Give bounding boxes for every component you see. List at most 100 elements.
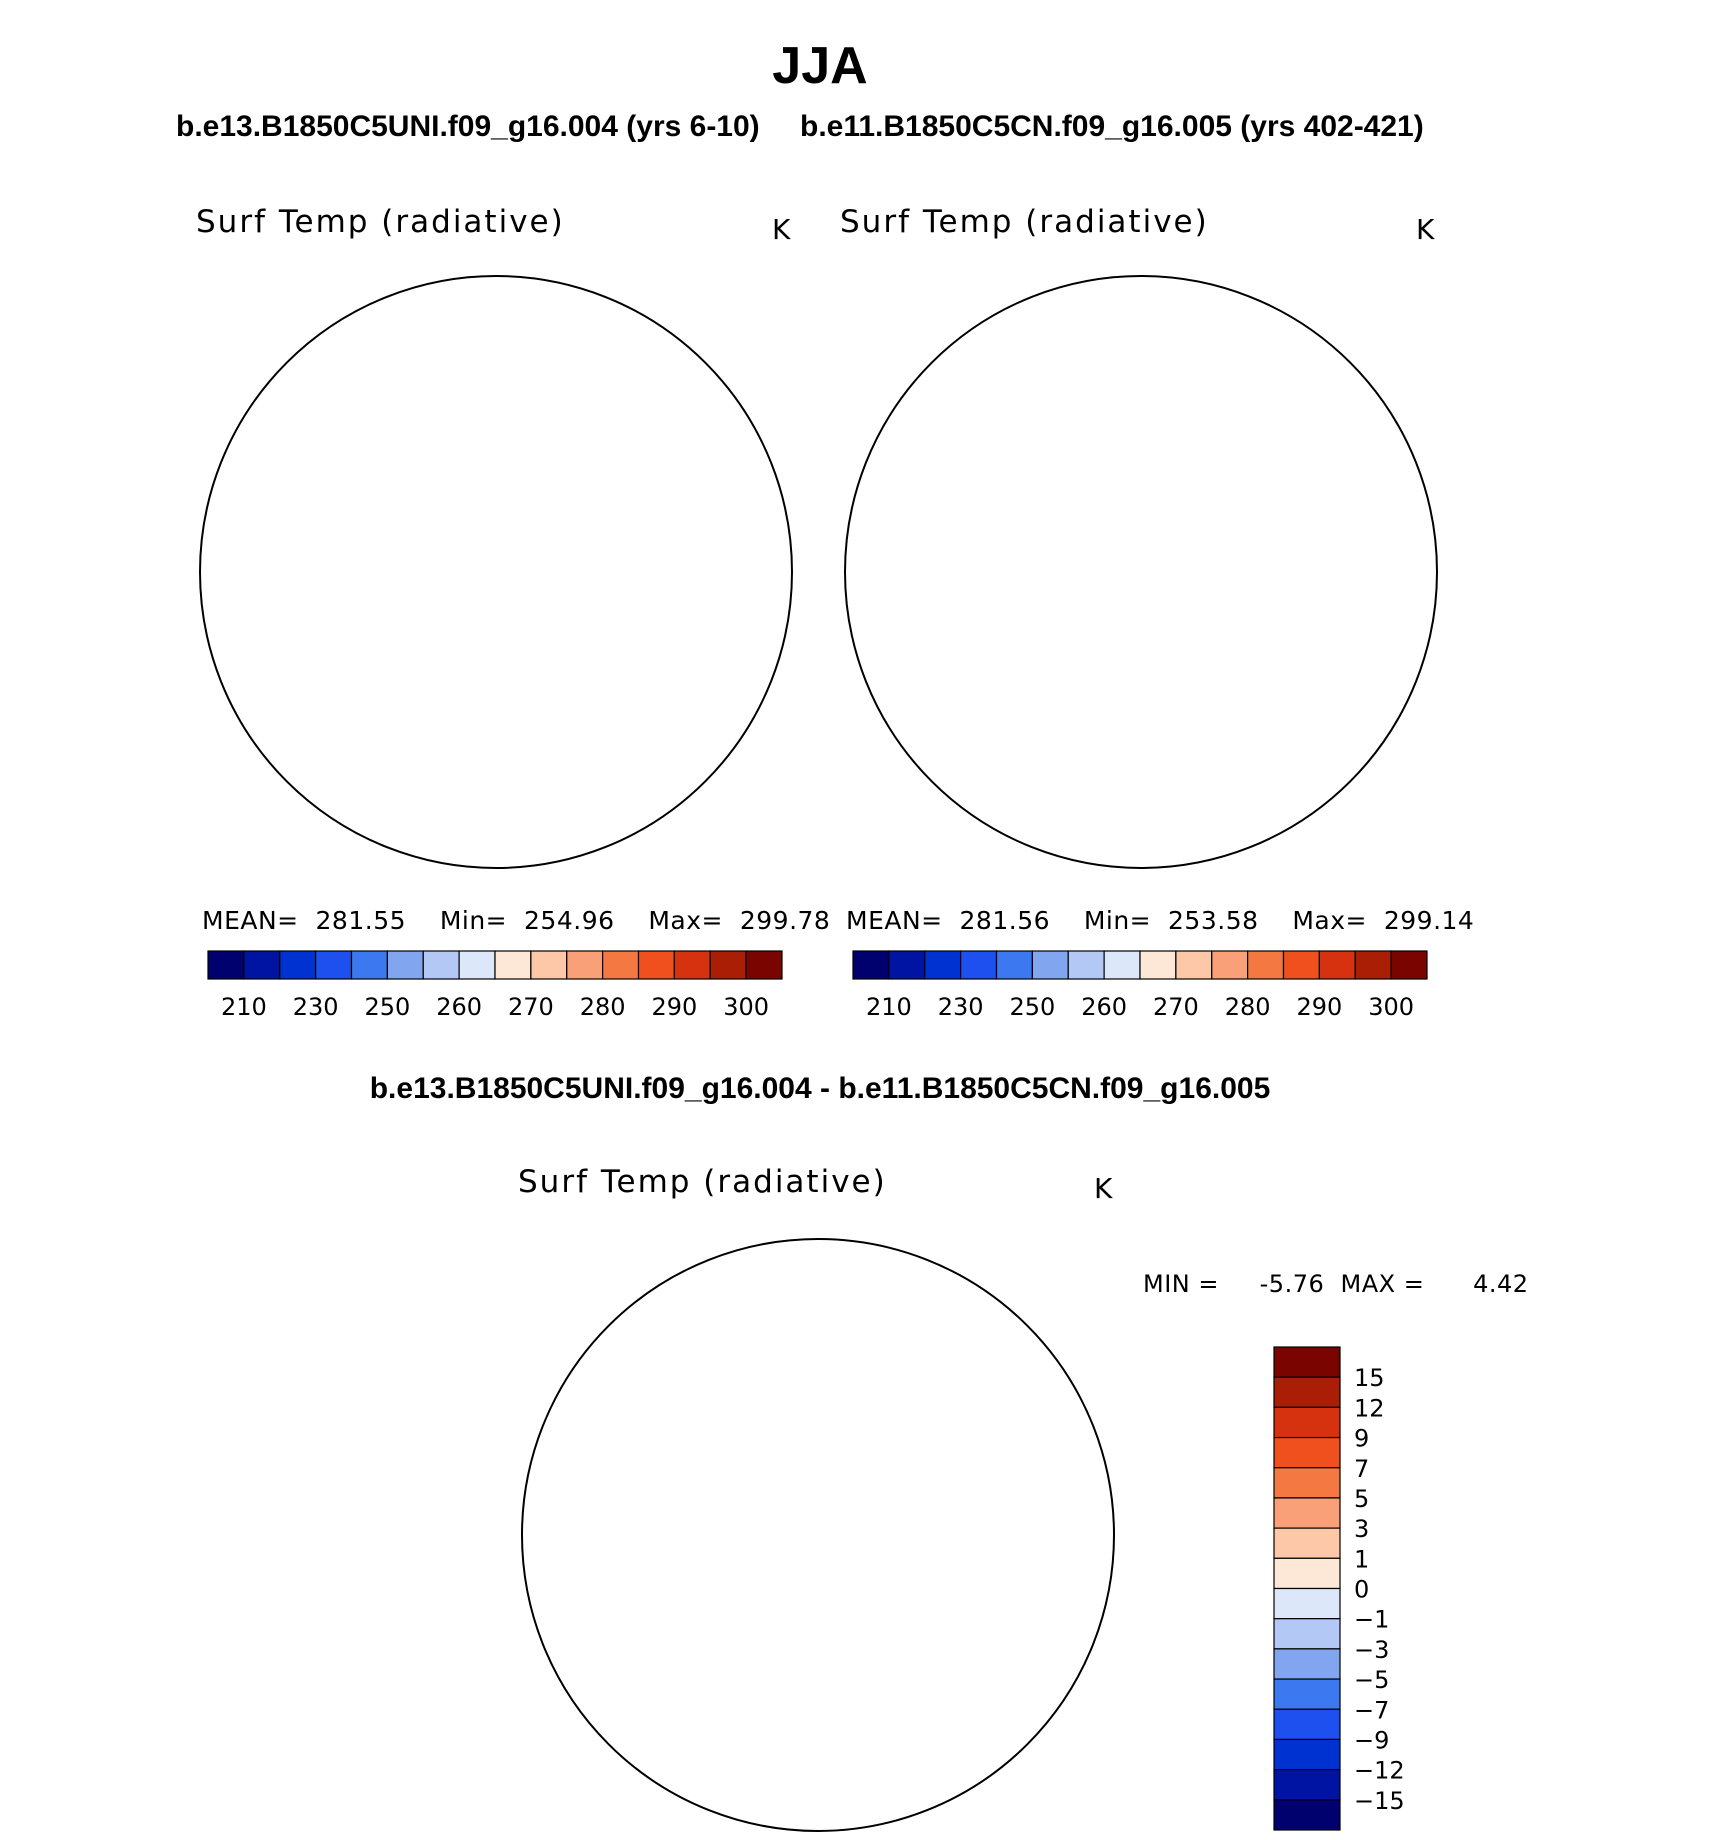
diff-min-label: MIN = bbox=[1143, 1270, 1219, 1298]
coastline-greenland bbox=[719, 1550, 836, 1676]
diff-variable: Surf Temp (radiative) bbox=[518, 1164, 887, 1200]
coastline-archipelago bbox=[971, 462, 1063, 540]
colorbar-box bbox=[852, 950, 890, 980]
coastline-siberia bbox=[1021, 276, 1391, 428]
colorbar-box bbox=[1318, 950, 1356, 980]
panel-a-variable: Surf Temp (radiative) bbox=[196, 204, 565, 240]
coastline-europe bbox=[696, 848, 763, 870]
colorbar-tick-label: −12 bbox=[1354, 1757, 1405, 1785]
polar-warm-band bbox=[966, 407, 1296, 717]
colorbar-a: 210 230 250 260 270 280 290 300 bbox=[207, 950, 783, 1021]
diff-max: 4.42 bbox=[1473, 1270, 1529, 1298]
colorbar-tick-label: −3 bbox=[1354, 1636, 1389, 1664]
coastline-greenland bbox=[1042, 587, 1159, 713]
panel-a-max-label: Max= bbox=[648, 906, 723, 935]
greenland-core-fill bbox=[425, 617, 476, 688]
diff-minmax: MIN = -5.76 MAX = 4.42 bbox=[1143, 1270, 1529, 1298]
diff-cool-scandinavia bbox=[877, 1663, 990, 1785]
panel-b-mean: 281.56 bbox=[959, 906, 1051, 935]
colorbar-box bbox=[1273, 1708, 1341, 1741]
colorbar-box bbox=[494, 950, 532, 980]
polar-warm-band bbox=[321, 407, 651, 717]
colorbar-box bbox=[637, 950, 675, 980]
colorbar-tick-label: 15 bbox=[1354, 1364, 1385, 1392]
diff-min: -5.76 bbox=[1259, 1270, 1325, 1298]
colorbar-box bbox=[1390, 950, 1428, 980]
coastline-canada bbox=[841, 488, 1061, 693]
colorbar-tick-label: −7 bbox=[1354, 1696, 1389, 1724]
map-border bbox=[844, 275, 1438, 869]
colorbar-tick-label: −5 bbox=[1354, 1666, 1389, 1694]
coastline-alaska bbox=[851, 397, 953, 459]
colorbar-box bbox=[888, 950, 926, 980]
colorbar-tick-label: 260 bbox=[1081, 993, 1127, 1021]
colorbar-tick-label: 250 bbox=[364, 993, 410, 1021]
colorbar-tick-label: 270 bbox=[508, 993, 554, 1021]
panel-a-min-label: Min= bbox=[439, 906, 508, 935]
colorbar-tick-label: −9 bbox=[1354, 1726, 1389, 1754]
coastline-alaska bbox=[528, 1360, 630, 1422]
panel-b-max: 299.14 bbox=[1383, 906, 1475, 935]
diff-south-warm bbox=[522, 1782, 1114, 1831]
colorbar-tick-label: 0 bbox=[1354, 1576, 1369, 1604]
colorbar-tick-label: 210 bbox=[866, 993, 912, 1021]
tropical-band bbox=[845, 276, 1437, 868]
panel-b-mean-label: MEAN= bbox=[846, 906, 943, 935]
coastline-iceland bbox=[748, 1714, 788, 1739]
map-panel-a bbox=[199, 275, 793, 870]
colorbar-box bbox=[422, 950, 460, 980]
subpolar-band bbox=[261, 362, 691, 762]
colorbar-tick-label: 260 bbox=[436, 993, 482, 1021]
diff-cool-band bbox=[522, 1341, 1114, 1630]
colorbar-tick-label: 250 bbox=[1009, 993, 1055, 1021]
colorbar-box bbox=[960, 950, 998, 980]
panel-a-units: K bbox=[772, 213, 791, 246]
coastline-iceland bbox=[426, 751, 466, 776]
colorbar-tick-label: 290 bbox=[1296, 993, 1342, 1021]
colorbar-box bbox=[1273, 1678, 1341, 1710]
colorbar-tick-label: 280 bbox=[1225, 993, 1271, 1021]
colorbar-box bbox=[1273, 1406, 1341, 1439]
colorbar-box bbox=[709, 950, 747, 980]
greenland-core-fill bbox=[1070, 617, 1121, 688]
coastline-siberia bbox=[376, 276, 746, 428]
panel-b-min-label: Min= bbox=[1083, 906, 1152, 935]
colorbar-box bbox=[1273, 1799, 1341, 1831]
colorbar-box bbox=[1273, 1376, 1341, 1408]
colorbar-tick-label: 9 bbox=[1354, 1425, 1369, 1453]
colorbar-box bbox=[1273, 1648, 1341, 1680]
coastline-iceland bbox=[1071, 751, 1111, 776]
colorbar-box bbox=[1282, 950, 1320, 980]
panel-b-max-label: Max= bbox=[1292, 906, 1367, 935]
panel-a-stats: MEAN= 281.55 Min= 254.96 Max= 299.78 bbox=[202, 906, 830, 935]
coastline-greenland bbox=[397, 587, 514, 713]
coastline-europe bbox=[978, 1772, 1083, 1831]
colorbar-box bbox=[1247, 950, 1285, 980]
colorbar-box bbox=[458, 950, 496, 980]
map-border bbox=[199, 275, 793, 869]
colorbar-tick-label: 3 bbox=[1354, 1515, 1369, 1543]
colorbar-box bbox=[995, 950, 1033, 980]
diff-tropics-warm bbox=[522, 1239, 1114, 1292]
case-b-title: b.e11.B1850C5CN.f09_g16.005 (yrs 402-421… bbox=[800, 110, 1424, 143]
panel-b-stats: MEAN= 281.56 Min= 253.58 Max= 299.14 bbox=[846, 906, 1474, 935]
colorbar-tick-label: 290 bbox=[651, 993, 697, 1021]
figure-title: JJA bbox=[772, 37, 868, 95]
colorbar-box bbox=[1273, 1527, 1341, 1559]
coastline-scandinavia bbox=[602, 680, 689, 813]
panel-b-min: 253.58 bbox=[1168, 906, 1259, 935]
colorbar-box bbox=[1273, 1557, 1341, 1590]
case-a-title: b.e13.B1850C5UNI.f09_g16.004 (yrs 6-10) bbox=[176, 110, 760, 143]
coastline-alaska bbox=[206, 397, 308, 459]
panel-b-variable: Surf Temp (radiative) bbox=[840, 204, 1209, 240]
map-border bbox=[521, 1238, 1115, 1832]
colorbar-box bbox=[1273, 1587, 1341, 1620]
panel-a-max: 299.78 bbox=[739, 906, 831, 935]
colorbar-box bbox=[1354, 950, 1392, 980]
colorbar-b: 210 230 250 260 270 280 290 300 bbox=[852, 950, 1428, 1021]
colorbar-box bbox=[1211, 950, 1249, 980]
colorbar-box bbox=[315, 950, 353, 980]
colorbar-box bbox=[1103, 950, 1141, 980]
diff-arctic-warm bbox=[688, 1378, 933, 1599]
